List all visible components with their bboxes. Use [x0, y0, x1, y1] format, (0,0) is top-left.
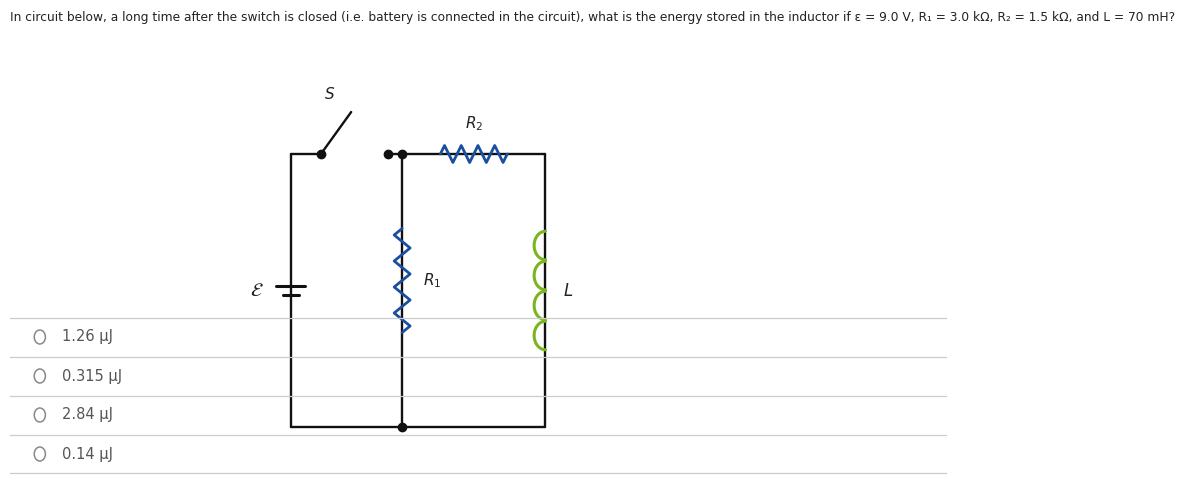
Text: 0.14 μJ: 0.14 μJ	[62, 447, 113, 462]
Text: $R_1$: $R_1$	[422, 271, 442, 290]
Text: $R_2$: $R_2$	[464, 115, 482, 133]
Text: 1.26 μJ: 1.26 μJ	[62, 329, 113, 344]
Text: 0.315 μJ: 0.315 μJ	[62, 368, 122, 384]
Text: 2.84 μJ: 2.84 μJ	[62, 408, 113, 423]
Text: $L$: $L$	[563, 281, 574, 299]
Text: In circuit below, a long time after the switch is closed (i.e. battery is connec: In circuit below, a long time after the …	[10, 11, 1175, 24]
Text: S: S	[325, 86, 335, 101]
Text: $\mathcal{E}$: $\mathcal{E}$	[251, 281, 264, 299]
